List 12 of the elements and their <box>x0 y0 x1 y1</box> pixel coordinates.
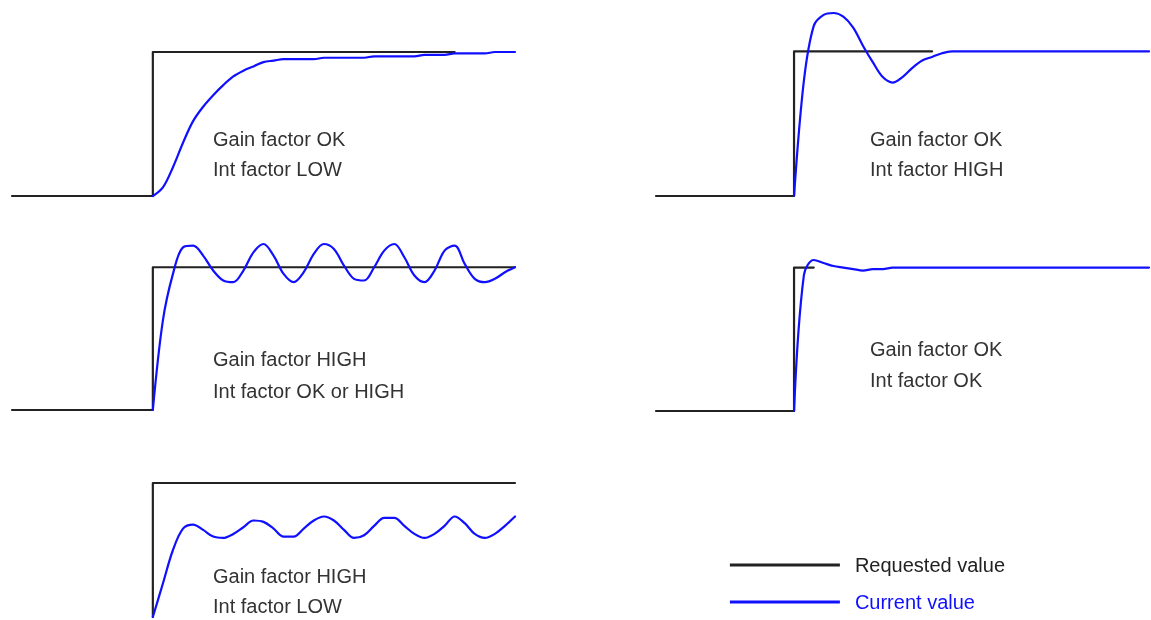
text: Requested value <box>854 554 1005 576</box>
annotation: Gain factor OK <box>213 128 346 150</box>
annotation: Gain factor OK <box>870 128 1003 150</box>
annotation: Int factor OK <box>870 369 983 391</box>
annotation: Int factor HIGH <box>870 158 1004 180</box>
annotation: Gain factor HIGH <box>213 565 367 587</box>
annotation: Gain factor OK <box>870 338 1003 360</box>
annotation: Gain factor HIGH <box>213 348 367 370</box>
annotation: Int factor LOW <box>213 595 343 617</box>
text: Current value <box>854 591 975 613</box>
annotation: Int factor OK or HIGH <box>213 380 405 402</box>
annotation: Int factor LOW <box>213 158 343 180</box>
